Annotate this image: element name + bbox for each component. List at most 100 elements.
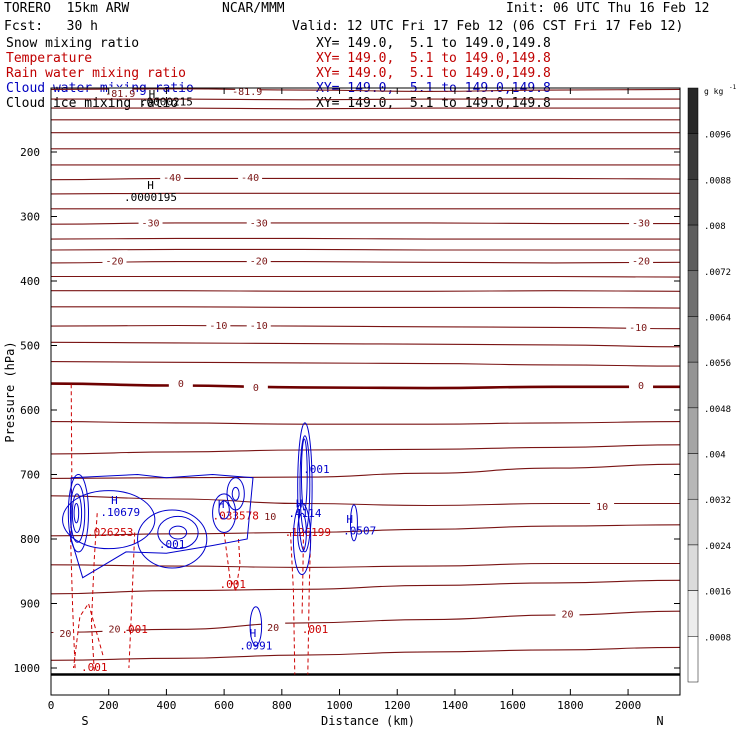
cloud-water-contour xyxy=(300,438,308,511)
y-tick-label: 900 xyxy=(20,598,40,611)
colorbar-label: .0016 xyxy=(704,588,731,598)
isotherm-label-bg xyxy=(258,510,283,522)
isotherm-line xyxy=(51,275,681,278)
extremum-label: H xyxy=(346,513,353,526)
isotherm-label-bg xyxy=(246,254,271,266)
isotherm-line xyxy=(51,306,681,309)
colorbar-label: .008 xyxy=(704,222,726,232)
cloud-water-contour xyxy=(297,422,313,553)
isotherm-label-bg xyxy=(168,377,193,389)
colorbar-label: .0072 xyxy=(704,268,731,278)
colorbar-swatch xyxy=(687,133,699,180)
rain-contour xyxy=(128,532,136,669)
x-tick-label: 1600 xyxy=(499,699,526,712)
isotherm-label: 0 xyxy=(178,379,184,390)
field-xy-rain: XY= 149.0, 5.1 to 149.0,149.8 xyxy=(316,66,551,81)
cloud-water-contour xyxy=(69,483,86,543)
x-tick-label: 600 xyxy=(214,699,234,712)
cloud-water-contours: .10679.001.001.4114.0507.0991H.0000195H.… xyxy=(62,88,376,652)
rain-label: .026253 xyxy=(87,526,133,539)
x-tick-label: 1200 xyxy=(384,699,411,712)
cloud-water-contour xyxy=(299,435,311,534)
x-axis-label: Distance (km) xyxy=(321,714,415,728)
isotherm-label: -10 xyxy=(250,321,268,332)
extremum-label: H xyxy=(250,627,257,640)
colorbar-label: .0096 xyxy=(704,131,731,141)
field-name-temperature: Temperature xyxy=(6,51,93,66)
colorbar-label: .0032 xyxy=(704,496,731,506)
isotherm-label: 10 xyxy=(596,502,608,513)
cloud-water-contour xyxy=(62,490,156,550)
cloud-water-label: .0991 xyxy=(239,639,272,652)
cloud-water-contour xyxy=(226,477,245,511)
colorbar-swatch xyxy=(687,87,699,134)
isotherm-line xyxy=(50,341,681,348)
colorbar-swatch xyxy=(687,498,699,546)
x-tick-label: 2000 xyxy=(615,699,642,712)
colorbar-swatch xyxy=(687,544,699,591)
y-tick-label: 500 xyxy=(20,340,40,353)
cloud-water-contour xyxy=(231,486,240,501)
colorbar-unit: g kg xyxy=(704,87,723,96)
colorbar: .0096 .0088 .008 .0072 .0064 .0056 .0048 .004 .0… xyxy=(687,87,731,683)
rain-contour xyxy=(307,532,312,675)
temperature-contours: -81.9 -81.9 -40 -40 -30 -30 -30 -20 -20 -20 -10 -10… xyxy=(50,85,681,676)
colorbar-label: .0048 xyxy=(704,405,731,415)
isotherm-label: -30 xyxy=(250,219,268,230)
colorbar-unit-exp: -1 xyxy=(729,84,737,91)
isotherm-line xyxy=(50,562,680,568)
isotherm-line xyxy=(51,98,680,101)
isotherm-line xyxy=(50,495,680,507)
cloud-water-contour xyxy=(292,503,312,575)
isotherm-label-bg xyxy=(629,254,654,266)
isotherm-line xyxy=(51,290,681,292)
y-tick-label: 600 xyxy=(20,404,40,417)
rain-contour xyxy=(290,532,296,675)
isotherm-label: 0 xyxy=(253,383,259,394)
x-tick-label: 1400 xyxy=(442,699,469,712)
cloud-water-contour xyxy=(137,509,208,569)
cloud-water-label: .001 xyxy=(303,463,330,476)
isotherm-label: -20 xyxy=(105,257,123,268)
cloud-water-contour xyxy=(249,606,263,646)
isotherm-label-bg xyxy=(629,379,654,391)
x-tick-label: 200 xyxy=(99,699,119,712)
cloud-water-contour xyxy=(297,512,307,553)
isotherm-label-bg xyxy=(238,170,263,182)
colorbar-label: .0088 xyxy=(704,176,731,186)
forecast-hour: Fcst: 30 h xyxy=(4,19,98,34)
isotherm-line xyxy=(50,88,681,92)
colorbar-label: .004 xyxy=(704,451,726,461)
extremum-label: H xyxy=(147,179,154,192)
cloud-water-label: .4114 xyxy=(288,507,321,520)
y-tick-label: 1000 xyxy=(14,662,41,675)
isotherm-label-bg xyxy=(629,216,654,228)
isotherm-label: -20 xyxy=(250,257,268,268)
isotherm-line xyxy=(50,248,680,251)
isotherm-label: -81.9 xyxy=(105,89,135,100)
colorbar-swatch xyxy=(687,179,699,226)
isotherm-label: 20 xyxy=(267,623,279,634)
isotherm-label: -10 xyxy=(629,323,647,334)
field-xy-snow: XY= 149.0, 5.1 to 149.0,149.8 xyxy=(316,36,551,51)
x-tick-label: 800 xyxy=(272,699,292,712)
model-title: TORERO 15km ARW xyxy=(4,1,130,16)
rain-label: .001 xyxy=(121,623,148,636)
x-tick-label: 1800 xyxy=(557,699,584,712)
isotherm-line xyxy=(50,579,681,595)
isotherm-line xyxy=(51,107,680,110)
isotherm-label-bg xyxy=(108,86,133,98)
isotherm-label: -30 xyxy=(632,219,650,230)
rain-contour xyxy=(301,532,304,617)
isotherm-label: -40 xyxy=(163,173,181,184)
isotherm-label-bg xyxy=(555,607,580,619)
cloud-water-contour xyxy=(349,504,358,542)
rain-contour xyxy=(223,532,237,591)
isotherm-label-bg xyxy=(138,216,163,228)
y-axis-label: Pressure (hPa) xyxy=(3,341,17,442)
isotherm-label-bg xyxy=(243,381,268,393)
colorbar-swatch xyxy=(687,316,699,363)
plot-frame xyxy=(50,87,681,696)
colorbar-swatch xyxy=(687,453,699,500)
